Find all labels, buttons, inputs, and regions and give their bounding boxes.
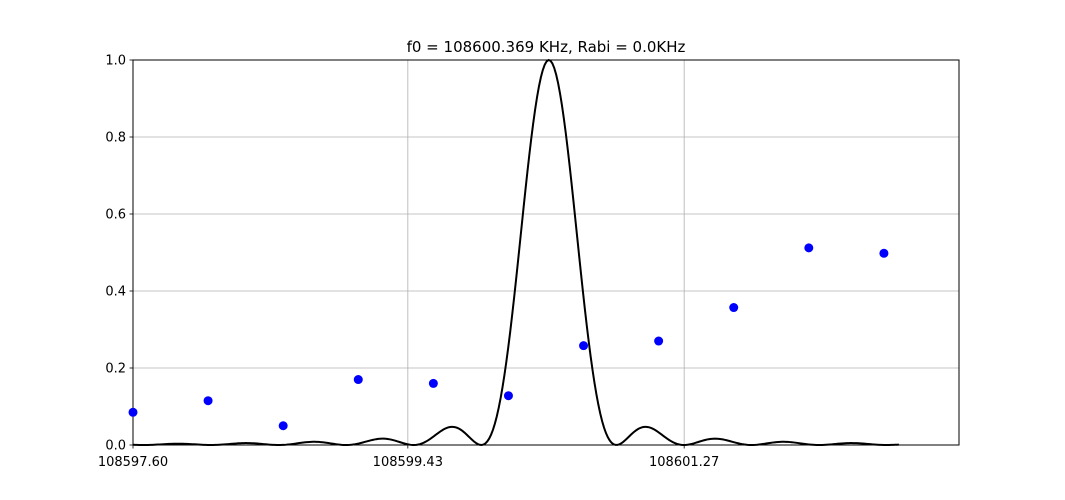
grid-lines bbox=[132, 59, 959, 446]
plot-frame bbox=[132, 59, 960, 446]
y-tick-label: 0.6 bbox=[105, 208, 126, 223]
data-point bbox=[729, 303, 739, 313]
y-tick-label: 0.2 bbox=[105, 362, 126, 377]
data-point bbox=[804, 243, 814, 253]
data-point bbox=[503, 391, 513, 401]
data-point bbox=[879, 248, 889, 258]
data-point bbox=[654, 336, 664, 346]
y-tick-label: 1.0 bbox=[105, 54, 126, 69]
x-tick-label: 108599.43 bbox=[373, 455, 443, 470]
data-point bbox=[128, 407, 138, 417]
sinc-curve-layer bbox=[132, 58, 899, 447]
x-tick-label: 108597.60 bbox=[98, 455, 168, 470]
sinc-curve-line bbox=[132, 58, 899, 447]
data-point bbox=[203, 396, 213, 406]
y-tick-label: 0.0 bbox=[105, 439, 126, 454]
data-point bbox=[353, 375, 363, 385]
x-tick-label: 108601.27 bbox=[649, 455, 719, 470]
y-axis-ticks: 0.0 0.2 0.4 0.6 0.8 1.0 bbox=[105, 54, 133, 454]
data-point bbox=[278, 421, 288, 431]
data-point bbox=[428, 378, 438, 388]
y-tick-label: 0.8 bbox=[105, 131, 126, 146]
data-points-layer bbox=[128, 243, 889, 431]
data-point bbox=[579, 341, 589, 351]
y-tick-label: 0.4 bbox=[105, 285, 126, 300]
x-axis-ticks: 108597.60 108599.43 108601.27 bbox=[98, 445, 719, 470]
chart-title: f0 = 108600.369 KHz, Rabi = 0.0KHz bbox=[407, 38, 686, 56]
